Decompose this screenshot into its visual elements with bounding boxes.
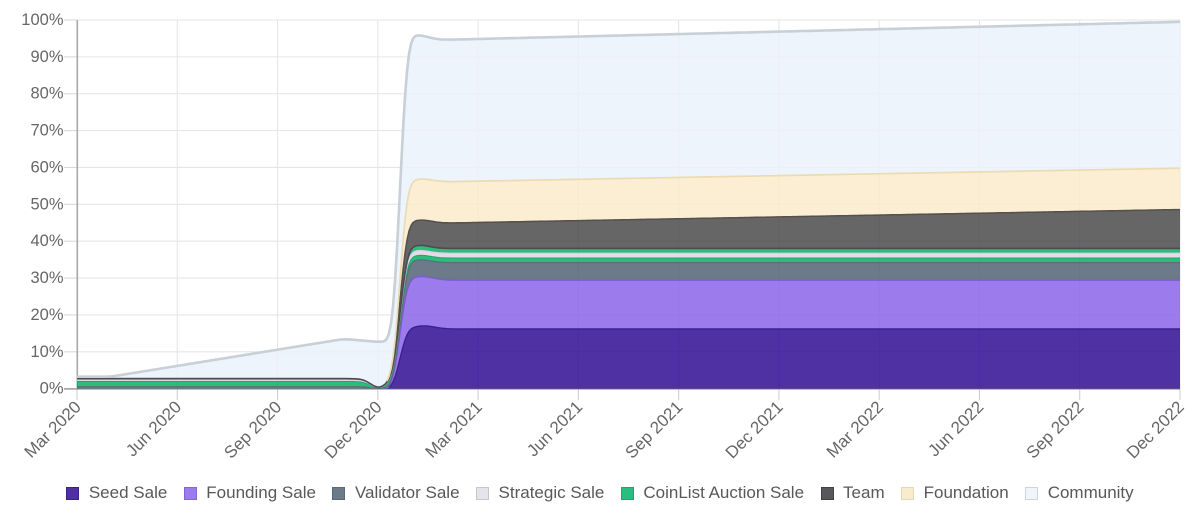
svg-text:Sep 2020: Sep 2020 [220, 397, 285, 462]
svg-text:0%: 0% [40, 380, 64, 398]
svg-text:100%: 100% [21, 11, 64, 29]
svg-text:70%: 70% [30, 122, 63, 140]
svg-text:Mar 2020: Mar 2020 [21, 397, 85, 461]
svg-text:90%: 90% [30, 48, 63, 66]
svg-text:Mar 2022: Mar 2022 [823, 397, 887, 461]
svg-text:Jun 2021: Jun 2021 [523, 397, 586, 460]
svg-text:Dec 2021: Dec 2021 [722, 397, 787, 462]
svg-text:20%: 20% [30, 306, 63, 324]
svg-text:Jun 2020: Jun 2020 [122, 397, 185, 460]
svg-text:80%: 80% [30, 85, 63, 103]
svg-text:Sep 2022: Sep 2022 [1023, 397, 1088, 462]
svg-text:10%: 10% [30, 343, 63, 361]
svg-text:Mar 2021: Mar 2021 [422, 397, 486, 461]
svg-text:Sep 2021: Sep 2021 [622, 397, 687, 462]
svg-text:30%: 30% [30, 269, 63, 287]
svg-text:60%: 60% [30, 158, 63, 176]
svg-text:Jun 2022: Jun 2022 [924, 397, 987, 460]
svg-text:Dec 2020: Dec 2020 [321, 397, 386, 462]
svg-text:50%: 50% [30, 195, 63, 213]
svg-text:Dec 2022: Dec 2022 [1123, 397, 1188, 462]
svg-text:40%: 40% [30, 232, 63, 250]
